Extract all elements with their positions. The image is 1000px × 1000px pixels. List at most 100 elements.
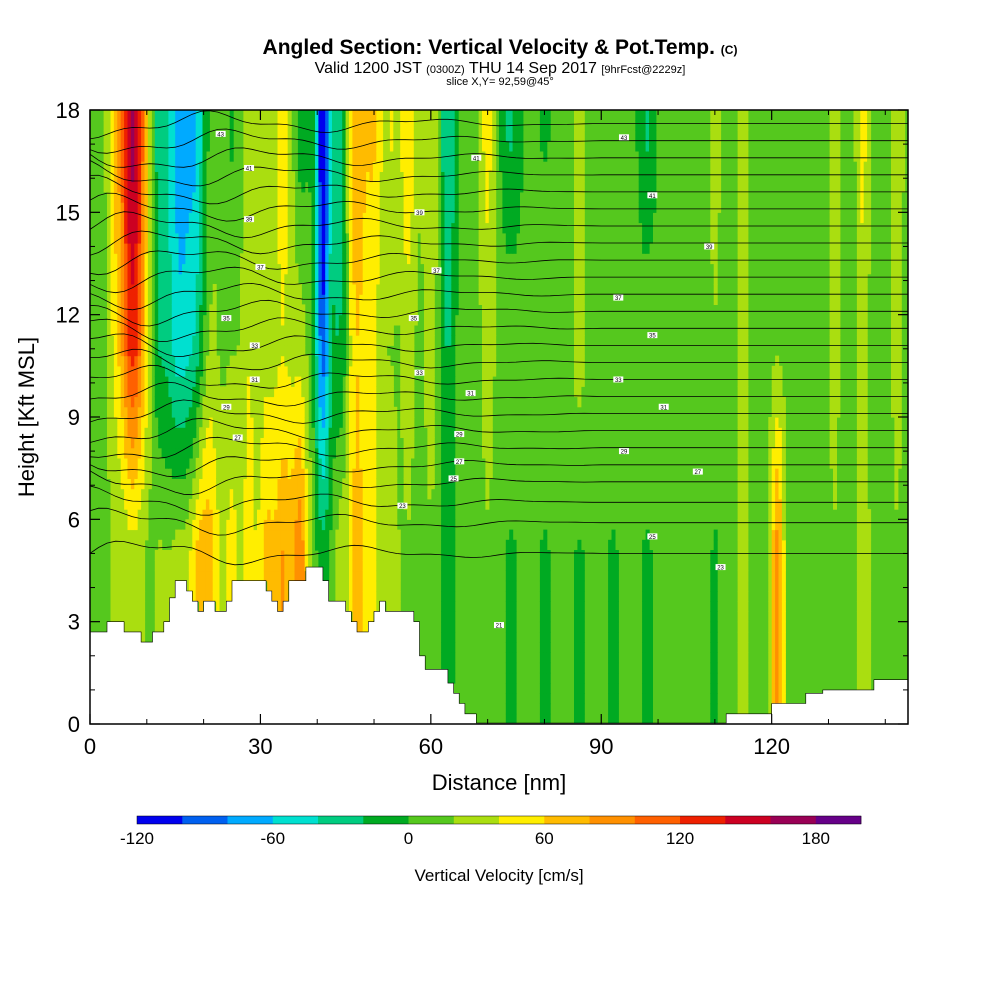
field-cell bbox=[246, 304, 251, 316]
field-cell bbox=[154, 580, 159, 592]
field-cell bbox=[366, 243, 371, 254]
field-cell bbox=[407, 417, 411, 428]
field-cell bbox=[321, 263, 326, 275]
field-cell bbox=[209, 396, 214, 408]
field-cell bbox=[110, 488, 115, 500]
field-cell bbox=[574, 243, 578, 254]
field-cell bbox=[175, 396, 180, 408]
field-cell bbox=[154, 150, 159, 162]
field-cell bbox=[199, 140, 204, 152]
field-cell bbox=[389, 232, 394, 244]
field-cell bbox=[113, 570, 118, 582]
field-cell bbox=[233, 447, 238, 459]
field-cell bbox=[321, 253, 326, 265]
field-cell bbox=[212, 324, 217, 336]
field-cell bbox=[178, 376, 183, 387]
field-cell bbox=[274, 324, 279, 336]
field-cell bbox=[403, 263, 408, 275]
field-cell bbox=[124, 355, 129, 367]
field-cell bbox=[400, 222, 405, 234]
field-cell bbox=[369, 202, 374, 213]
field-cell bbox=[389, 202, 394, 213]
field-cell bbox=[372, 161, 377, 172]
field-cell bbox=[366, 130, 371, 142]
field-cell bbox=[516, 222, 520, 234]
field-cell bbox=[297, 386, 302, 398]
field-cell bbox=[243, 150, 248, 162]
field-cell bbox=[488, 324, 493, 336]
field-cell bbox=[175, 335, 180, 346]
field-cell bbox=[185, 427, 190, 438]
field-cell bbox=[107, 396, 111, 408]
field-cell bbox=[447, 232, 452, 244]
field-cell bbox=[355, 273, 360, 285]
field-cell bbox=[284, 253, 289, 265]
field-cell bbox=[304, 539, 309, 551]
field-cell bbox=[454, 263, 459, 275]
field-cell bbox=[246, 406, 251, 418]
field-cell bbox=[246, 345, 251, 357]
field-cell bbox=[141, 570, 146, 582]
field-cell bbox=[321, 212, 326, 224]
field-cell bbox=[134, 232, 139, 244]
field-cell bbox=[110, 539, 115, 551]
field-cell bbox=[304, 120, 309, 131]
field-cell bbox=[165, 140, 169, 152]
field-cell bbox=[482, 181, 486, 193]
field-cell bbox=[168, 447, 173, 459]
field-cell bbox=[110, 376, 115, 387]
field-cell bbox=[212, 355, 217, 367]
field-cell bbox=[451, 601, 456, 612]
field-cell bbox=[171, 355, 176, 367]
field-cell bbox=[444, 161, 449, 172]
field-cell bbox=[240, 294, 244, 305]
field-cell bbox=[188, 539, 193, 551]
field-cell bbox=[342, 150, 347, 162]
field-cell bbox=[270, 335, 275, 346]
field-cell bbox=[328, 509, 333, 520]
field-cell bbox=[263, 417, 268, 428]
field-cell bbox=[362, 560, 367, 572]
field-cell bbox=[393, 427, 398, 438]
field-cell bbox=[741, 468, 745, 479]
field-cell bbox=[580, 314, 585, 326]
field-cell bbox=[250, 222, 255, 234]
field-cell bbox=[199, 478, 204, 490]
field-cell bbox=[349, 519, 353, 531]
field-cell bbox=[274, 284, 279, 295]
field-cell bbox=[325, 447, 330, 459]
field-cell bbox=[441, 601, 446, 612]
field-cell bbox=[413, 263, 418, 275]
field-cell bbox=[240, 468, 244, 479]
field-cell bbox=[713, 693, 718, 705]
field-cell bbox=[294, 345, 299, 357]
field-cell bbox=[253, 345, 258, 357]
field-cell bbox=[144, 222, 149, 234]
field-cell bbox=[741, 447, 745, 459]
field-cell bbox=[195, 202, 200, 213]
field-cell bbox=[297, 539, 302, 551]
field-cell bbox=[400, 243, 405, 254]
field-cell bbox=[482, 284, 486, 295]
field-cell bbox=[113, 232, 118, 244]
field-cell bbox=[110, 284, 115, 295]
field-cell bbox=[403, 284, 408, 295]
field-cell bbox=[362, 222, 367, 234]
field-cell bbox=[451, 161, 456, 172]
field-cell bbox=[574, 314, 578, 326]
field-cell bbox=[284, 345, 289, 357]
field-cell bbox=[246, 468, 251, 479]
field-cell bbox=[539, 550, 544, 561]
field-cell bbox=[250, 273, 255, 285]
field-cell bbox=[485, 130, 490, 142]
field-cell bbox=[124, 150, 129, 162]
field-cell bbox=[287, 335, 292, 346]
field-cell bbox=[297, 468, 302, 479]
field-cell bbox=[294, 498, 299, 510]
field-cell bbox=[195, 498, 200, 510]
field-cell bbox=[580, 150, 585, 162]
field-cell bbox=[253, 386, 258, 398]
field-cell bbox=[420, 120, 425, 131]
field-cell bbox=[297, 498, 302, 510]
